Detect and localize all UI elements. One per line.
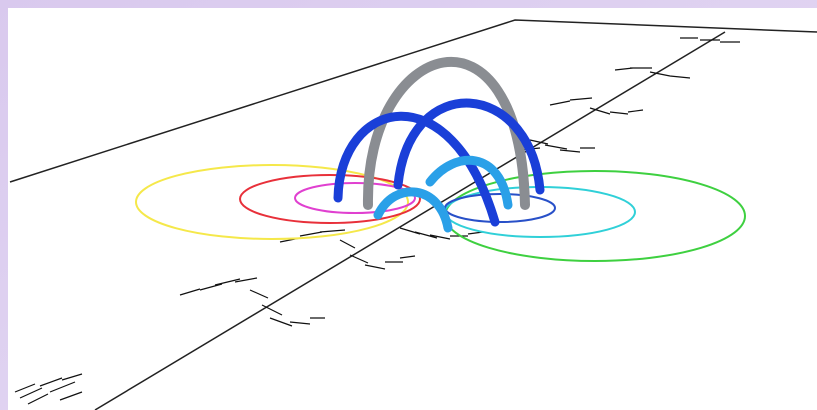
arch-lightblue <box>425 155 513 210</box>
vector-field <box>14 37 740 405</box>
arch-blue <box>393 98 545 195</box>
axis-line <box>94 31 726 410</box>
ring-magenta <box>294 182 416 214</box>
arch-lightblue <box>373 187 453 233</box>
arch-blue <box>333 111 500 227</box>
plane-edge <box>9 19 817 183</box>
ring-red <box>239 174 421 224</box>
ring-yellow <box>135 164 409 240</box>
